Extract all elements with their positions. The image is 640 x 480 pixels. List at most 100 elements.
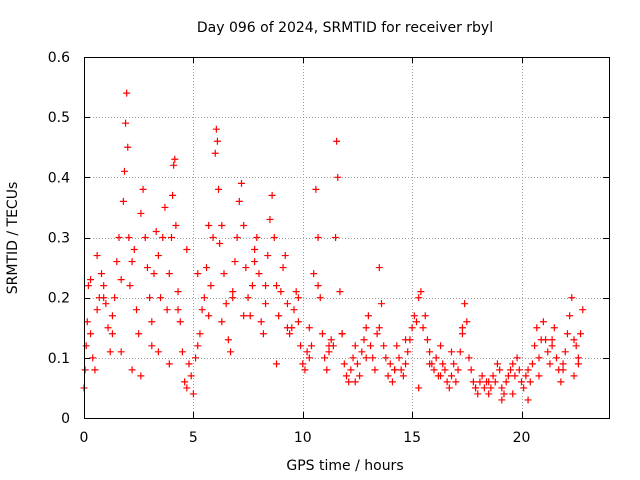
data-point	[141, 234, 149, 241]
data-point	[456, 348, 464, 356]
data-point	[340, 360, 348, 368]
data-point	[207, 282, 215, 290]
data-point	[218, 318, 226, 326]
data-point	[157, 294, 165, 302]
data-point	[87, 330, 95, 338]
y-tick-label: 0.1	[48, 351, 70, 367]
data-point	[388, 378, 396, 386]
y-tick-label: 0.5	[48, 110, 70, 126]
data-point	[273, 360, 280, 368]
data-point	[233, 234, 241, 241]
data-point	[143, 264, 151, 272]
data-point	[305, 354, 313, 362]
data-point	[148, 342, 156, 350]
data-point	[192, 354, 200, 362]
data-point	[522, 372, 530, 380]
data-point	[448, 372, 455, 380]
data-point	[213, 137, 221, 145]
data-point	[559, 366, 567, 374]
data-point	[211, 149, 219, 157]
data-point	[351, 378, 359, 386]
data-point	[270, 234, 278, 241]
data-point	[391, 366, 399, 374]
data-point	[133, 306, 140, 314]
data-point	[570, 372, 578, 380]
data-point	[493, 360, 501, 368]
data-point	[356, 372, 364, 380]
data-point	[334, 173, 342, 181]
data-point	[264, 252, 272, 260]
data-point	[137, 209, 145, 217]
data-point	[408, 324, 416, 332]
data-point	[168, 234, 175, 241]
y-tick-label: 0.3	[48, 231, 70, 247]
data-point	[262, 300, 270, 308]
x-tick-label: 15	[403, 430, 421, 446]
data-point	[402, 336, 410, 344]
data-point	[557, 378, 565, 386]
axes	[84, 57, 610, 419]
data-point	[325, 348, 333, 356]
data-point	[542, 336, 550, 344]
data-point	[174, 306, 182, 314]
data-point	[507, 366, 515, 374]
data-point	[117, 276, 125, 284]
data-point	[98, 270, 105, 278]
data-point	[246, 312, 254, 320]
data-point	[113, 258, 121, 266]
data-point	[402, 360, 410, 368]
data-point	[154, 252, 162, 260]
y-tick-label: 0	[61, 411, 70, 427]
data-point	[128, 366, 136, 374]
data-point	[238, 179, 245, 187]
y-tick-label: 0.4	[48, 170, 70, 186]
data-point	[305, 324, 313, 332]
data-point	[154, 348, 162, 356]
data-point	[187, 372, 195, 380]
data-point	[286, 330, 294, 338]
data-point	[487, 384, 495, 392]
data-point	[111, 294, 119, 302]
data-point	[535, 354, 543, 362]
data-point	[126, 282, 134, 290]
data-point	[546, 360, 554, 368]
data-point	[170, 161, 178, 169]
data-point	[161, 203, 169, 211]
data-point	[338, 330, 346, 338]
data-point	[504, 372, 512, 380]
data-point	[84, 282, 92, 290]
data-point	[478, 372, 486, 380]
data-point	[327, 336, 335, 344]
data-point	[410, 312, 418, 320]
data-point	[137, 372, 145, 380]
data-point	[163, 306, 171, 314]
data-point	[82, 342, 90, 350]
data-point	[353, 360, 361, 368]
data-point	[119, 197, 127, 205]
data-point	[194, 342, 202, 350]
data-point	[563, 330, 571, 338]
data-point	[253, 234, 261, 241]
data-point	[358, 348, 366, 356]
data-point	[93, 306, 101, 314]
data-point	[360, 336, 368, 344]
data-point	[553, 354, 560, 362]
data-point	[539, 318, 547, 326]
data-point	[423, 336, 431, 344]
data-point	[229, 288, 237, 296]
data-point	[570, 336, 578, 344]
data-point	[174, 288, 182, 296]
x-tick-label: 0	[80, 430, 89, 446]
data-point	[386, 360, 394, 368]
data-point	[205, 312, 213, 320]
data-point	[417, 288, 425, 296]
data-point	[369, 354, 377, 362]
data-point	[480, 384, 488, 392]
data-point	[395, 354, 403, 362]
data-point	[222, 300, 230, 308]
data-point	[491, 378, 499, 386]
data-point	[128, 258, 136, 266]
data-point	[568, 294, 576, 302]
data-point	[275, 312, 283, 320]
data-point	[399, 372, 407, 380]
